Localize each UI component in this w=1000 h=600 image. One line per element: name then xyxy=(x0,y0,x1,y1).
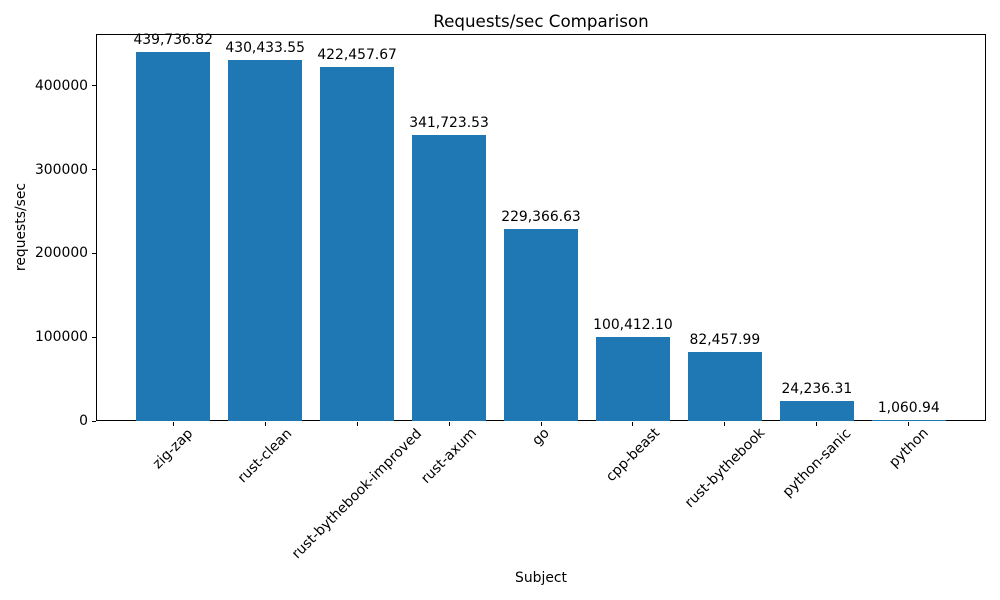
x-tick-mark xyxy=(172,422,174,426)
chart-title: Requests/sec Comparison xyxy=(433,11,649,31)
x-tick-label: rust-axum xyxy=(418,425,480,487)
x-tick-mark xyxy=(816,422,818,426)
y-tick-mark xyxy=(92,336,96,338)
x-tick-label: python xyxy=(885,425,932,472)
y-tick-label: 200000 xyxy=(34,245,88,262)
bar-rust-clean xyxy=(228,60,302,421)
y-tick-mark xyxy=(92,85,96,87)
bar-cpp-beast xyxy=(596,336,670,421)
x-tick-mark xyxy=(540,422,542,426)
bar-python xyxy=(871,419,946,421)
x-tick-mark xyxy=(356,422,358,426)
x-tick-label: rust-bythebook xyxy=(681,425,768,512)
bar-value-label: 341,723.53 xyxy=(409,114,489,131)
bar-python-sanic xyxy=(780,400,854,421)
bar-value-label: 229,366.63 xyxy=(501,208,581,225)
x-tick-mark xyxy=(264,422,266,426)
bar-zig-zap xyxy=(136,52,210,421)
x-tick-label: cpp-beast xyxy=(602,425,663,486)
bar-value-label: 100,412.10 xyxy=(593,316,673,333)
bar-go xyxy=(504,228,578,421)
bar-value-label: 24,236.31 xyxy=(781,380,853,397)
bar-value-label: 1,060.94 xyxy=(877,399,940,416)
y-tick-mark xyxy=(92,169,96,171)
y-tick-mark xyxy=(92,252,96,254)
x-tick-mark xyxy=(632,422,634,426)
y-tick-mark xyxy=(92,420,96,422)
bar-value-label: 430,433.55 xyxy=(225,40,305,57)
y-tick-label: 300000 xyxy=(34,161,88,178)
bar-rust-axum xyxy=(412,134,486,421)
bar-value-label: 82,457.99 xyxy=(689,331,761,348)
x-tick-mark xyxy=(448,422,450,426)
bar-rust-bythebook xyxy=(688,351,762,421)
y-tick-label: 400000 xyxy=(34,77,88,94)
x-tick-label: rust-clean xyxy=(234,425,296,486)
x-tick-label: python-sanic xyxy=(779,425,855,501)
x-tick-mark xyxy=(724,422,726,426)
y-tick-label: 0 xyxy=(79,413,88,429)
x-tick-label: go xyxy=(529,425,553,449)
x-tick-mark xyxy=(908,422,910,426)
x-axis-label: Subject xyxy=(515,570,567,586)
x-tick-label: zig-zap xyxy=(150,425,197,472)
x-tick-label: rust-bythebook-improved xyxy=(289,425,426,562)
bar-rust-bythebook-improved xyxy=(320,66,394,421)
bar-value-label: 422,457.67 xyxy=(317,46,397,63)
y-tick-label: 100000 xyxy=(34,329,88,346)
bar-value-label: 439,736.82 xyxy=(133,32,213,49)
